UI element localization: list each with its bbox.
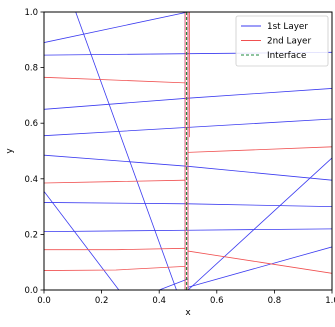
y-tick-label: 0.4 [24,175,38,185]
series-line-2nd-layer-17 [44,247,186,251]
legend: 1st Layer 2nd Layer Interface [235,15,329,67]
x-tick-label: 0.4 [152,296,166,306]
y-tick-label: 0.2 [24,230,38,240]
series-line-1st-layer-11 [187,246,332,288]
y-axis-label: y [5,148,15,154]
legend-label: 1st Layer [267,22,308,32]
series-line-2nd-layer-19 [187,250,332,274]
x-tick-label: 0.0 [37,296,51,306]
series-line-1st-layer-10 [187,157,332,290]
series-layer [44,12,332,290]
x-tick-label: 0.8 [268,296,282,306]
series-line-1st-layer-7 [75,12,177,290]
legend-label: Interface [267,51,306,61]
ticks-layer: 0.0 0.2 0.4 0.6 0.8 1.0 0.0 0.2 0.4 0.6 0.8 1.0 [24,8,335,306]
x-axis-label: x [185,308,191,318]
series-line-2nd-layer-16 [187,146,332,153]
series-line-1st-layer-8 [44,191,120,290]
legend-box [235,15,329,67]
x-tick-label: 0.2 [95,296,109,306]
series-line-2nd-layer-18 [44,265,186,271]
x-tick-label: 0.6 [210,296,224,306]
plot-frame [43,11,333,291]
series-line-2nd-layer-15 [44,179,186,184]
series-line-1st-layer-9 [159,278,189,290]
x-tick-label: 1.0 [325,296,335,306]
y-tick-label: 0.6 [24,119,38,129]
y-tick-label: 1.0 [24,8,38,18]
legend-label: 2nd Layer [267,37,311,47]
y-tick-label: 0.8 [24,64,38,74]
y-tick-label: 0.0 [24,286,38,296]
series-line-1st-layer-0 [44,12,189,43]
series-line-2nd-layer-14 [44,76,186,84]
